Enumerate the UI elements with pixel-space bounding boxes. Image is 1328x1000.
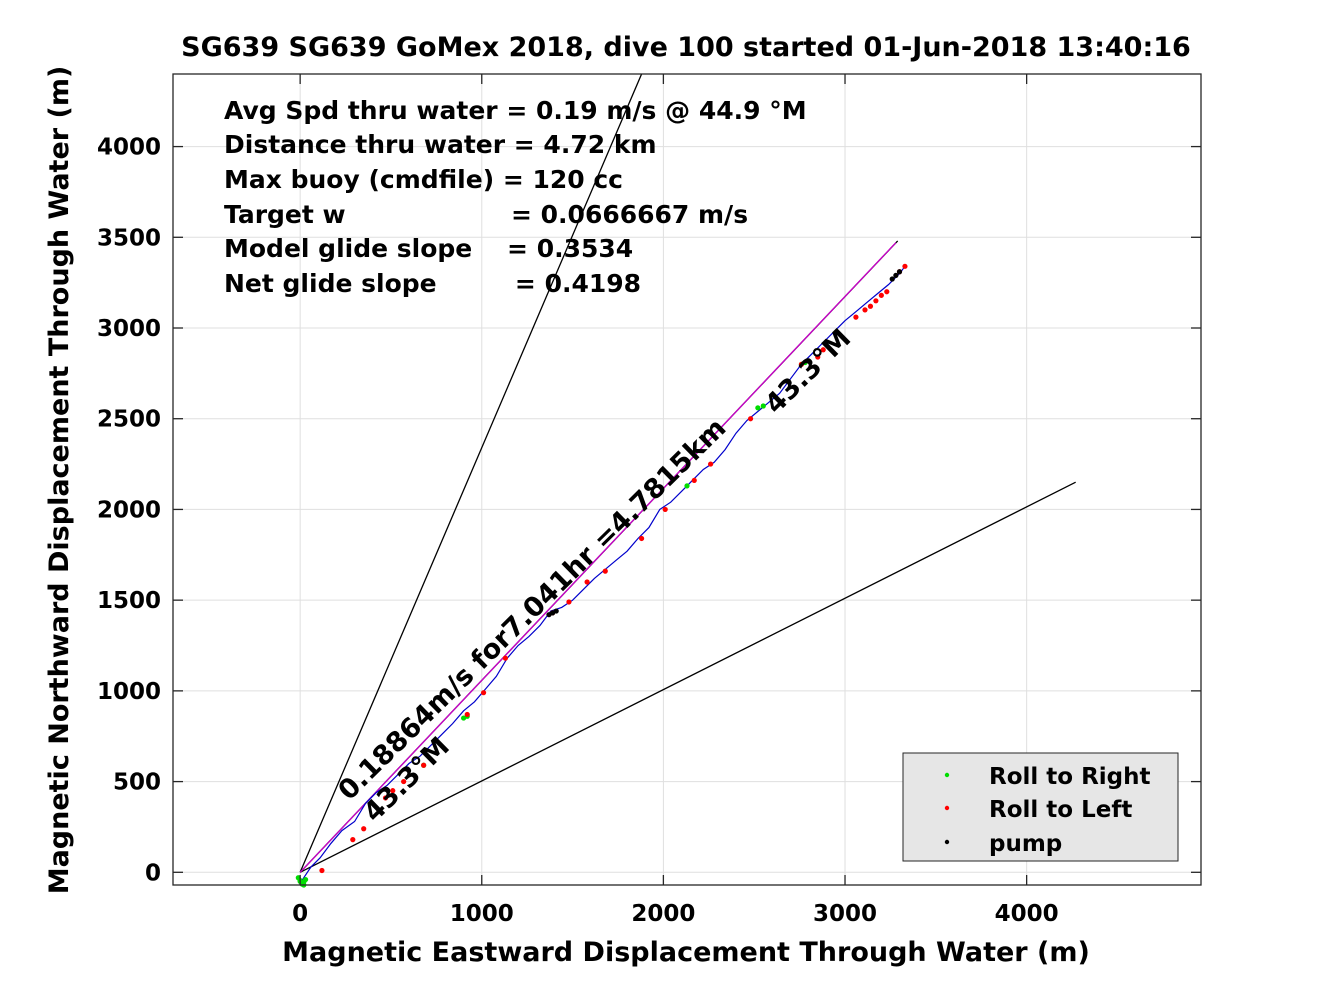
roll-right-point xyxy=(760,403,766,409)
roll-left-point xyxy=(691,477,697,484)
stats-line-target-w: Target w = 0.0666667 m/s xyxy=(224,200,748,229)
x-axis-label: Magnetic Eastward Displacement Through W… xyxy=(282,937,1090,968)
y-tick-label: 4000 xyxy=(97,135,161,161)
roll-left-point xyxy=(747,416,754,422)
roll-left-point xyxy=(319,867,325,874)
stats-line-distance: Distance thru water = 4.72 km xyxy=(224,130,657,159)
stats-block: Avg Spd thru water = 0.19 m/s @ 44.9 °M … xyxy=(224,96,807,298)
legend-label-pump: pump xyxy=(989,831,1062,857)
roll-left-point xyxy=(464,711,470,718)
track-layer xyxy=(299,265,906,884)
roll-right-point xyxy=(302,876,309,883)
roll-left-point xyxy=(361,826,367,832)
roll-left-point xyxy=(638,535,645,542)
roll-right-point xyxy=(684,483,690,489)
roll-left-point xyxy=(390,788,396,794)
y-tick-label: 2500 xyxy=(97,407,161,433)
legend: Roll to Right Roll to Left pump xyxy=(902,752,1179,862)
y-tick-label: 3500 xyxy=(97,225,161,251)
y-tick-label: 3000 xyxy=(97,316,161,342)
y-tick-label: 0 xyxy=(145,860,161,886)
legend-marker-roll-left xyxy=(944,805,950,811)
legend-marker-pump xyxy=(944,839,950,845)
pump-point xyxy=(893,272,899,278)
roll-right-point xyxy=(755,405,761,411)
reference-line xyxy=(299,481,1076,873)
chart-title: SG639 SG639 GoMex 2018, dive 100 started… xyxy=(181,32,1191,63)
legend-label-roll-left: Roll to Left xyxy=(989,797,1132,823)
roll-left-point xyxy=(873,298,879,304)
stats-line-model-slope: Model glide slope = 0.3534 xyxy=(224,234,633,263)
glider-track-line xyxy=(299,265,906,884)
roll-left-point xyxy=(867,303,874,309)
grid-layer xyxy=(173,74,1201,885)
x-tick-label: 3000 xyxy=(813,901,877,927)
reference-line xyxy=(299,242,897,873)
roll-left-point xyxy=(480,690,487,696)
stats-line-buoy: Max buoy (cmdfile) = 120 cc xyxy=(224,165,623,194)
reference-lines xyxy=(299,73,1076,873)
roll-left-point xyxy=(602,568,608,574)
roll-left-point xyxy=(350,837,356,843)
roll-left-point xyxy=(382,795,389,801)
roll-left-point xyxy=(884,289,890,295)
pump-point xyxy=(553,608,559,614)
y-tick-label: 500 xyxy=(113,770,161,796)
reference-line xyxy=(299,73,643,873)
x-tick-label: 1000 xyxy=(450,901,514,927)
roll-left-point xyxy=(584,579,590,585)
roll-left-point xyxy=(902,263,908,269)
legend-label-roll-right: Roll to Right xyxy=(989,764,1151,790)
roll-left-point xyxy=(662,506,668,513)
y-tick-label: 2000 xyxy=(97,497,161,523)
pump-point xyxy=(889,276,895,282)
roll-left-point xyxy=(401,778,407,785)
roll-left-point xyxy=(798,361,805,367)
roll-left-point xyxy=(820,347,826,353)
axes-frame xyxy=(172,73,1202,886)
roll-left-point xyxy=(421,762,427,768)
roll-left-point xyxy=(878,292,884,298)
x-tick-label: 2000 xyxy=(631,901,695,927)
y-tick-label: 1000 xyxy=(97,679,161,705)
stats-line-net-slope: Net glide slope = 0.4198 xyxy=(224,269,641,298)
roll-left-point xyxy=(862,307,868,313)
roll-left-point xyxy=(566,599,572,605)
x-tick-label: 4000 xyxy=(995,901,1059,927)
ticks-layer: 0 1000 2000 3000 4000 0 500 1000 1500 2000 2500 300… xyxy=(97,74,1201,927)
x-tick-label: 0 xyxy=(292,901,308,927)
roll-left-point xyxy=(853,314,859,320)
roll-left-point xyxy=(815,354,821,360)
pump-point xyxy=(896,269,903,275)
roll-left-point xyxy=(708,461,714,467)
y-axis-label: Magnetic Northward Displacement Through … xyxy=(44,66,75,895)
legend-marker-roll-right xyxy=(944,772,950,778)
roll-left-point xyxy=(502,655,508,661)
y-tick-label: 1500 xyxy=(97,588,161,614)
stats-line-speed: Avg Spd thru water = 0.19 m/s @ 44.9 °M xyxy=(224,96,807,125)
